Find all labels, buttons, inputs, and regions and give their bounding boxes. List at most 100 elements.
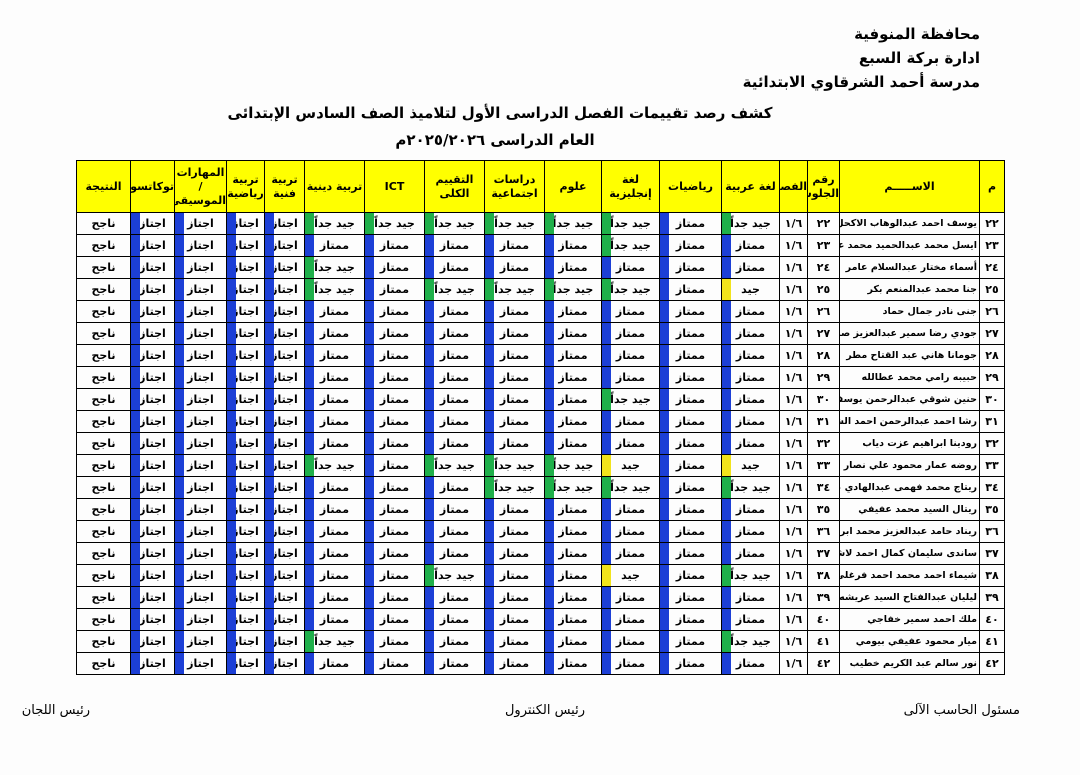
column-header: دراسات اجتماعية [484, 160, 545, 213]
cell: ممتاز [601, 344, 660, 367]
cell-text: اجتاز [232, 635, 259, 648]
grade-marker [365, 367, 374, 388]
cell-text: ١/٦ [784, 305, 803, 318]
cell: اجتاز [264, 630, 305, 653]
cell-text: جيد جداً [314, 261, 355, 274]
grade-marker [227, 389, 236, 410]
cell: اجتاز [130, 454, 175, 477]
cell: اجتاز [226, 498, 265, 521]
cell: جيد جداً [424, 212, 485, 235]
cell-text: اجتاز [187, 217, 214, 230]
cell-text: ممتاز [379, 283, 410, 296]
cell-text: ٢٣ [985, 239, 999, 252]
cell-text: ممتاز [379, 657, 410, 670]
grade-marker [485, 543, 494, 564]
cell-text: رودينا ابراهيم عزت دياب [862, 438, 977, 449]
grade-marker [227, 433, 236, 454]
cell: اجتاز [130, 256, 175, 279]
cell: ممتاز [304, 498, 365, 521]
cell: ٤١ [807, 630, 840, 653]
cell: ٣٧ [807, 542, 840, 565]
grade-marker [175, 499, 184, 520]
cell-text: اجتاز [232, 371, 259, 384]
cell-text: ممتاز [439, 415, 470, 428]
cell-text: ممتاز [379, 635, 410, 648]
cell: اجتاز [226, 652, 265, 675]
grade-marker [175, 477, 184, 498]
cell: ٣٥ [979, 498, 1005, 521]
cell-text: ممتاز [558, 437, 588, 450]
student-name: ميار محمود عفيفي بيومي [839, 630, 980, 653]
cell-text: ممتاز [735, 305, 766, 318]
grade-marker [602, 433, 611, 454]
cell-text: جيد جداً [434, 459, 475, 472]
cell-text: ناجح [91, 239, 116, 252]
grade-marker [265, 587, 274, 608]
column-header: النتيجة [76, 160, 131, 213]
cell-text: اجتاز [232, 657, 259, 670]
cell: ممتاز [484, 498, 545, 521]
cell: ممتاز [659, 564, 722, 587]
grade-marker [175, 323, 184, 344]
cell-text: ريتال السيد محمد عفيفي [858, 504, 977, 515]
cell-text: ١/٦ [784, 657, 803, 670]
cell-text: ممتاز [675, 569, 706, 582]
grade-marker [175, 455, 184, 476]
cell: ٤٠ [807, 608, 840, 631]
cell-text: اجتاز [232, 503, 259, 516]
cell: ٢٥ [979, 278, 1005, 301]
cell: ممتاز [424, 344, 485, 367]
cell: اجتاز [130, 586, 175, 609]
grade-marker [265, 367, 274, 388]
cell: ممتاز [544, 234, 602, 257]
grade-marker [265, 345, 274, 366]
grade-marker [602, 257, 611, 278]
cell: اجتاز [226, 388, 265, 411]
cell-text: ريتاج محمد فهمى عبدالهادي عبدالمقصود [841, 482, 978, 493]
grade-marker [545, 301, 554, 322]
grade-marker [131, 653, 140, 674]
grade-marker [602, 521, 611, 542]
grade-marker [722, 543, 731, 564]
cell: اجتاز [226, 322, 265, 345]
cell-text: ممتاز [675, 459, 706, 472]
grade-marker [265, 279, 274, 300]
cell-text: اجتاز [232, 349, 259, 362]
cell: اجتاز [264, 586, 305, 609]
cell: ممتاز [721, 542, 780, 565]
grade-marker [425, 367, 434, 388]
cell: ممتاز [364, 564, 425, 587]
cell-text: ممتاز [615, 503, 646, 516]
cell-text: اجتاز [271, 261, 298, 274]
subtitle: العام الدراسى ٢٠٢٥/٢٠٢٦م [395, 131, 595, 149]
cell-text: ليليان عبدالفتاح السيد عريشه [839, 592, 978, 603]
grade-marker [131, 411, 140, 432]
grade-marker [545, 609, 554, 630]
cell: اجتاز [130, 520, 175, 543]
cell: اجتاز [174, 344, 227, 367]
cell: ممتاز [659, 498, 722, 521]
cell-text: ممتاز [439, 239, 470, 252]
cell: ممتاز [364, 322, 425, 345]
grade-marker [365, 433, 374, 454]
cell: اجتاز [174, 608, 227, 631]
grade-marker [722, 389, 731, 410]
grade-marker [722, 301, 731, 322]
cell-text: ممتاز [319, 613, 350, 626]
cell: جيد جداً [601, 234, 660, 257]
grade-marker [485, 257, 494, 278]
cell: ١/٦ [779, 652, 808, 675]
grade-marker [131, 543, 140, 564]
cell: ٢٤ [979, 256, 1005, 279]
cell: ممتاز [484, 586, 545, 609]
grade-marker [365, 345, 374, 366]
grade-marker [425, 389, 434, 410]
cell-text: جيد جداً [434, 283, 475, 296]
cell: ١/٦ [779, 454, 808, 477]
grade-marker [602, 499, 611, 520]
student-row: ٢٤ أسماء مختار عبدالسلام عامر ٢٤ ١/٦ ممتاز مم… [76, 256, 1005, 279]
cell: ممتاز [304, 300, 365, 323]
student-name: ملك احمد سمير خفاجي [839, 608, 980, 631]
grade-marker [227, 455, 236, 476]
grade-marker [227, 653, 236, 674]
